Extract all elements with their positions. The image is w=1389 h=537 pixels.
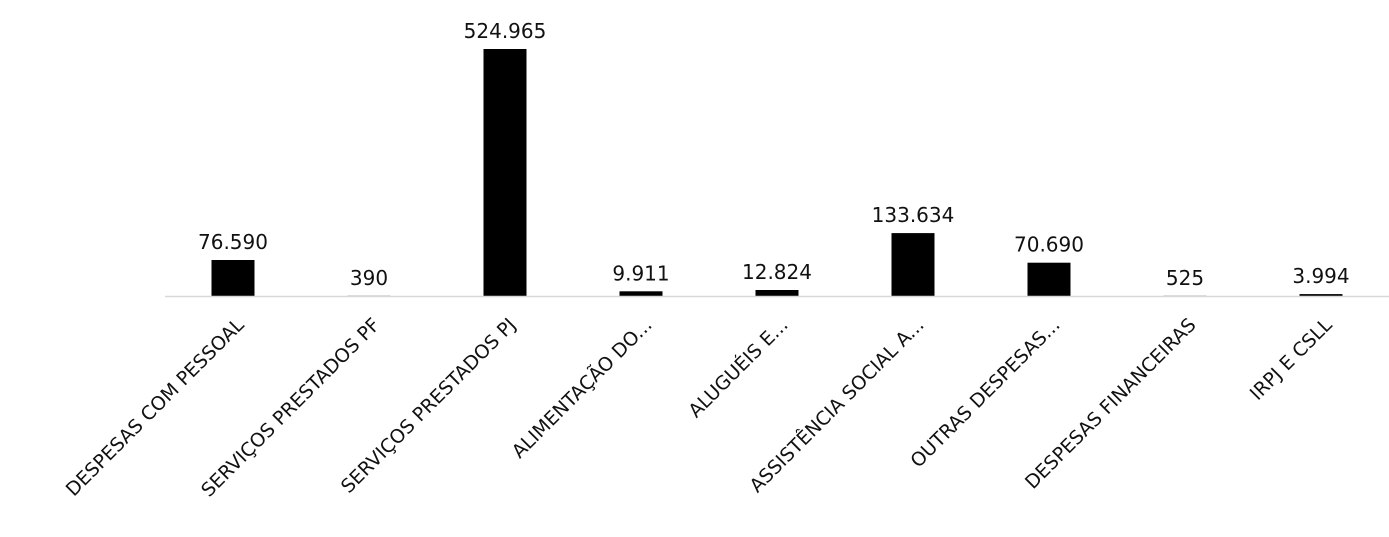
category-label-7: OUTRAS DESPESAS... [906,314,1064,472]
bar-4 [619,291,663,296]
value-label-7: 70.690 [1014,233,1084,257]
value-labels-group: 76.590 390 524.965 9.911 12.824 133.634 70.690… [198,19,1350,290]
value-label-3: 524.965 [464,19,547,43]
bar-9 [1299,294,1343,296]
category-label-9: IRPJ E CSLL [1246,314,1337,405]
value-label-1: 76.590 [198,230,268,254]
value-label-2: 390 [350,266,388,290]
category-label-4: ALIMENTAÇÃO DO... [507,313,657,463]
bar-3 [483,49,527,296]
value-label-9: 3.994 [1292,264,1349,288]
value-label-4: 9.911 [612,261,669,285]
bar-5 [755,290,799,296]
value-label-8: 525 [1166,266,1204,290]
value-label-6: 133.634 [872,203,955,227]
bars-group [211,49,1343,297]
bar-7 [1027,262,1071,296]
bar-6 [891,233,935,296]
value-label-5: 12.824 [742,260,812,284]
category-label-5: ALUGUÉIS E... [684,313,793,422]
bar-1 [211,260,255,296]
